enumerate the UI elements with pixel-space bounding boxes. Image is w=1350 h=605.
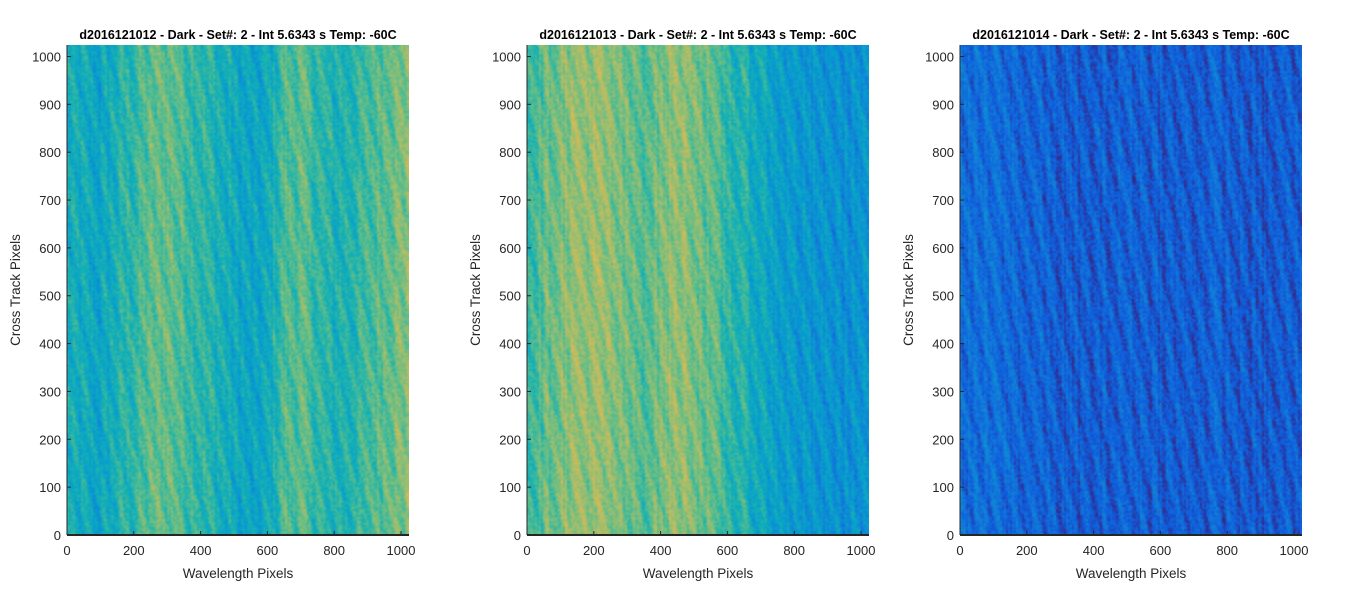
heatmap-panel-3: 0 200 400 600 800 1000 0 100 200 300 400 500 600 700 8… xyxy=(901,28,1308,581)
y-tick-label: 500 xyxy=(499,289,521,304)
y-tick-label: 400 xyxy=(39,337,61,352)
heatmap-image xyxy=(960,45,1302,535)
x-tick-label: 200 xyxy=(1016,543,1038,558)
chart-title: d2016121012 - Dark - Set#: 2 - Int 5.634… xyxy=(79,28,396,42)
y-tick-label: 600 xyxy=(932,241,954,256)
y-tick-label: 100 xyxy=(499,480,521,495)
y-tick-label: 400 xyxy=(499,337,521,352)
y-tick-label: 900 xyxy=(39,97,61,112)
y-tick-label: 700 xyxy=(39,193,61,208)
y-tick-label: 900 xyxy=(499,97,521,112)
x-axis-label: Wavelength Pixels xyxy=(1076,566,1187,581)
y-tick-label: 800 xyxy=(499,145,521,160)
heatmap-image xyxy=(67,45,409,535)
x-tick-label: 400 xyxy=(650,543,672,558)
x-tick-label: 1000 xyxy=(1280,543,1309,558)
x-tick-label: 800 xyxy=(1216,543,1238,558)
x-tick-label: 600 xyxy=(717,543,739,558)
chart-title: d2016121013 - Dark - Set#: 2 - Int 5.634… xyxy=(539,28,856,42)
x-tick-label: 1000 xyxy=(847,543,876,558)
x-tick-label: 800 xyxy=(323,543,345,558)
y-tick-label: 0 xyxy=(54,528,61,543)
y-tick-label: 300 xyxy=(39,384,61,399)
y-tick-label: 300 xyxy=(499,384,521,399)
y-tick-label: 100 xyxy=(932,480,954,495)
heatmap-image xyxy=(527,45,869,535)
y-tick-label: 1000 xyxy=(925,49,954,64)
x-tick-label: 1000 xyxy=(387,543,416,558)
x-tick-label: 0 xyxy=(956,543,963,558)
x-tick-label: 600 xyxy=(1150,543,1172,558)
heatmap-panel-1: 0 200 400 600 800 1000 0 100 200 300 400 500 600 700 8… xyxy=(8,28,415,581)
y-tick-label: 1000 xyxy=(492,49,521,64)
x-axis-label: Wavelength Pixels xyxy=(183,566,294,581)
y-axis-label: Cross Track Pixels xyxy=(901,234,916,346)
y-tick-label: 0 xyxy=(947,528,954,543)
y-tick-label: 200 xyxy=(39,432,61,447)
y-tick-label: 100 xyxy=(39,480,61,495)
y-tick-label: 200 xyxy=(932,432,954,447)
y-tick-label: 800 xyxy=(932,145,954,160)
x-tick-label: 800 xyxy=(783,543,805,558)
y-tick-label: 700 xyxy=(932,193,954,208)
y-axis-label: Cross Track Pixels xyxy=(8,234,23,346)
y-tick-label: 300 xyxy=(932,384,954,399)
y-tick-label: 400 xyxy=(932,337,954,352)
y-tick-label: 500 xyxy=(932,289,954,304)
y-tick-label: 600 xyxy=(499,241,521,256)
x-tick-label: 400 xyxy=(1083,543,1105,558)
x-tick-label: 400 xyxy=(190,543,212,558)
y-tick-label: 0 xyxy=(514,528,521,543)
y-tick-label: 700 xyxy=(499,193,521,208)
y-tick-label: 800 xyxy=(39,145,61,160)
y-tick-label: 500 xyxy=(39,289,61,304)
y-tick-label: 900 xyxy=(932,97,954,112)
x-tick-label: 200 xyxy=(123,543,145,558)
x-tick-label: 200 xyxy=(583,543,605,558)
y-tick-label: 200 xyxy=(499,432,521,447)
x-tick-label: 0 xyxy=(63,543,70,558)
x-tick-label: 600 xyxy=(257,543,279,558)
x-tick-label: 0 xyxy=(523,543,530,558)
heatmap-panel-2: 0 200 400 600 800 1000 0 100 200 300 400 500 600 700 8… xyxy=(468,28,875,581)
y-tick-label: 600 xyxy=(39,241,61,256)
y-axis-label: Cross Track Pixels xyxy=(468,234,483,346)
chart-title: d2016121014 - Dark - Set#: 2 - Int 5.634… xyxy=(972,28,1289,42)
y-tick-label: 1000 xyxy=(32,49,61,64)
x-axis-label: Wavelength Pixels xyxy=(643,566,754,581)
